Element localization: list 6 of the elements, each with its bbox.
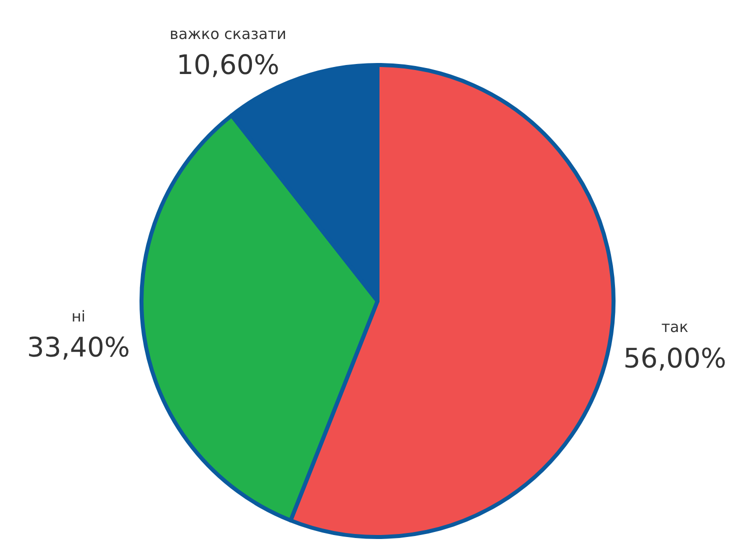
data-label: 10,60% bbox=[176, 50, 280, 81]
slice-label: так bbox=[661, 318, 688, 336]
slice-label: ні bbox=[71, 308, 86, 326]
data-label: 56,00% bbox=[623, 343, 726, 374]
data-label: 33,40% bbox=[26, 332, 130, 364]
slice-label: важко сказати bbox=[170, 24, 286, 43]
